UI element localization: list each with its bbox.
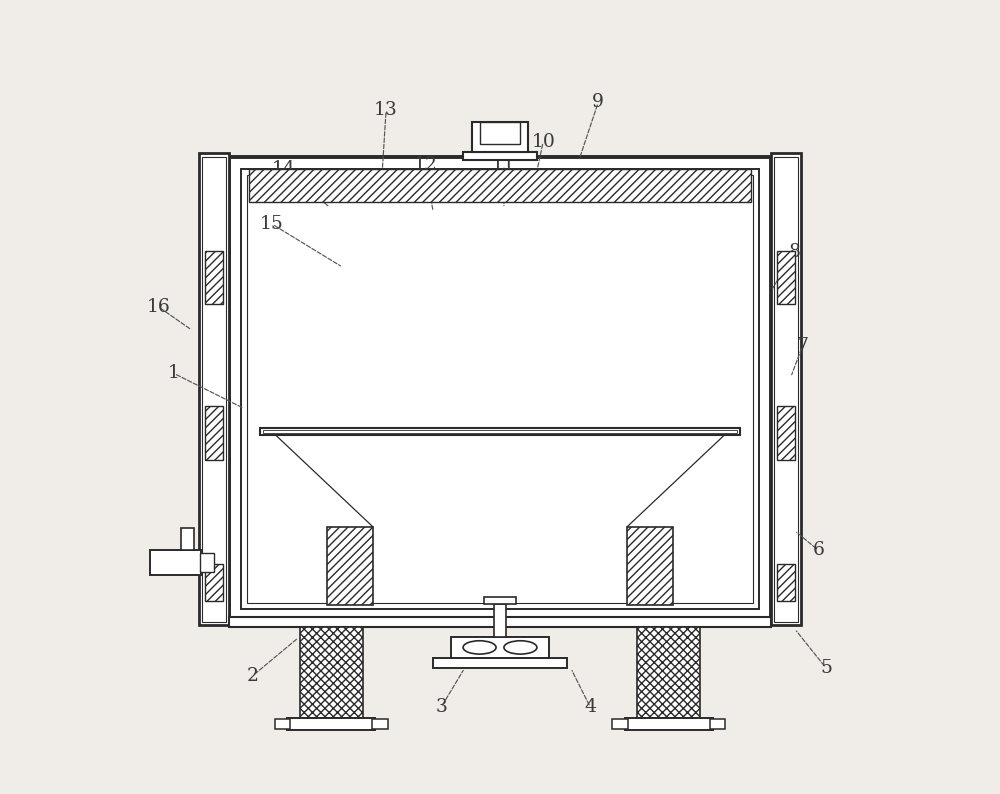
Bar <box>205 251 223 304</box>
Bar <box>710 719 725 729</box>
Bar <box>205 407 223 460</box>
Bar <box>484 597 516 604</box>
Bar <box>205 564 223 601</box>
Text: 7: 7 <box>796 337 808 355</box>
Bar <box>199 153 229 625</box>
Bar <box>463 152 537 160</box>
Bar <box>275 719 290 729</box>
Text: 11: 11 <box>492 156 516 174</box>
Bar <box>372 719 388 729</box>
Bar <box>637 627 700 718</box>
Bar <box>472 122 528 152</box>
Bar <box>229 617 771 627</box>
Bar <box>150 550 201 576</box>
Bar <box>247 175 753 603</box>
Text: 3: 3 <box>435 699 447 716</box>
Text: 14: 14 <box>272 160 296 178</box>
Bar <box>494 604 506 638</box>
Bar <box>249 169 751 202</box>
Text: 16: 16 <box>146 298 170 316</box>
Bar <box>774 156 798 622</box>
Bar <box>480 122 520 144</box>
Text: 2: 2 <box>247 667 259 685</box>
Bar <box>260 428 740 435</box>
Bar <box>627 526 673 605</box>
Text: 10: 10 <box>531 133 555 151</box>
Bar <box>771 153 801 625</box>
Text: 6: 6 <box>812 542 824 559</box>
Text: 1: 1 <box>168 364 180 383</box>
Text: 13: 13 <box>374 101 398 119</box>
Bar <box>202 156 226 622</box>
Text: 9: 9 <box>592 94 604 111</box>
Bar <box>229 157 771 621</box>
Ellipse shape <box>504 641 537 654</box>
Text: 12: 12 <box>413 156 437 174</box>
Bar <box>612 719 628 729</box>
Bar <box>433 657 567 668</box>
Bar <box>200 553 214 572</box>
Bar <box>777 407 795 460</box>
Bar <box>263 430 737 434</box>
Bar <box>625 718 713 730</box>
Bar <box>181 528 194 550</box>
Ellipse shape <box>463 641 496 654</box>
Bar <box>327 526 373 605</box>
Text: 4: 4 <box>584 699 596 716</box>
Text: 15: 15 <box>260 215 284 233</box>
Bar <box>451 638 549 657</box>
Text: 8: 8 <box>789 243 801 260</box>
Text: 5: 5 <box>820 659 832 677</box>
Bar <box>777 251 795 304</box>
Bar <box>241 169 759 609</box>
Bar <box>777 564 795 601</box>
Bar <box>300 627 363 718</box>
Bar <box>287 718 375 730</box>
